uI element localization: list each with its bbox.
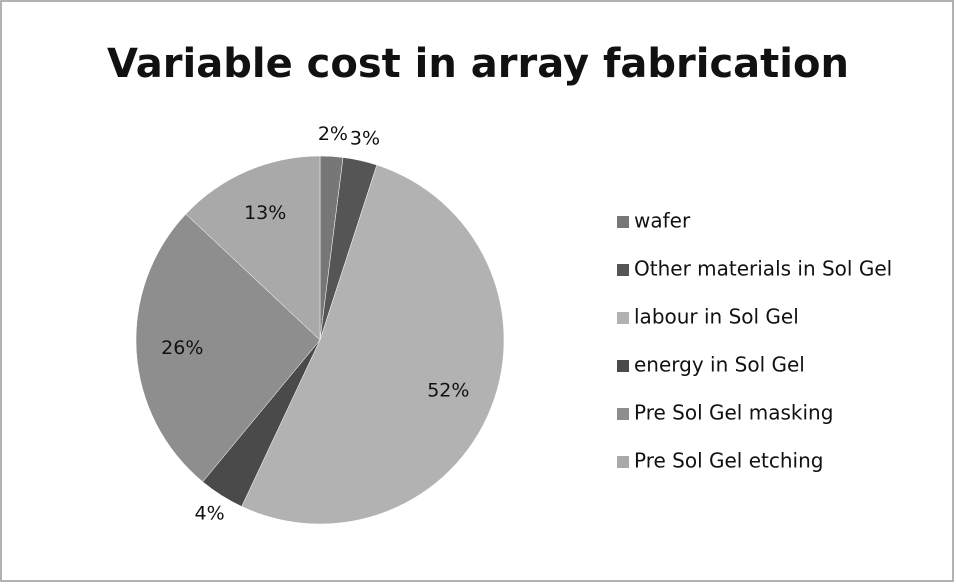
- legend-label: Pre Sol Gel etching: [634, 449, 823, 473]
- legend-swatch: [617, 456, 629, 468]
- chart-title: Variable cost in array fabrication: [107, 41, 849, 87]
- data-label: 3%: [350, 127, 380, 149]
- data-label: 4%: [195, 502, 225, 524]
- pie-slice: [135, 213, 321, 483]
- legend-swatch: [617, 312, 629, 324]
- legend-label: Pre Sol Gel masking: [634, 401, 833, 425]
- data-label: 2%: [318, 123, 348, 145]
- data-label: 52%: [427, 379, 469, 401]
- data-label: 13%: [244, 202, 286, 224]
- legend-label: Other materials in Sol Gel: [634, 257, 892, 281]
- legend-swatch: [617, 216, 629, 228]
- legend-label: wafer: [634, 209, 691, 233]
- pie-slice: [185, 155, 321, 341]
- legend-label: energy in Sol Gel: [634, 353, 805, 377]
- legend-swatch: [617, 408, 629, 420]
- data-label: 26%: [161, 337, 203, 359]
- legend-swatch: [617, 264, 629, 276]
- legend-label: labour in Sol Gel: [634, 305, 799, 329]
- pie-slice: [241, 164, 505, 525]
- legend-swatch: [617, 360, 629, 372]
